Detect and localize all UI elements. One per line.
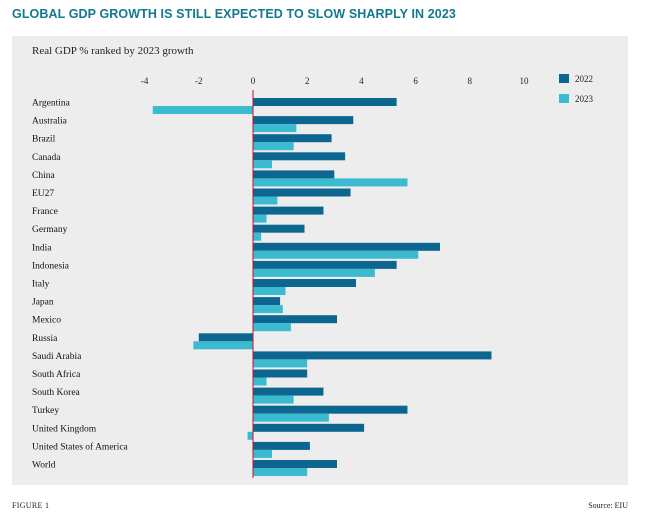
category-label: South Africa	[32, 369, 81, 380]
bar-2023	[247, 431, 253, 440]
bar-2023	[253, 142, 294, 151]
bar-2023	[253, 359, 308, 368]
category-label: Argentina	[32, 99, 71, 109]
bar-2022	[253, 387, 324, 396]
x-tick-label: -2	[195, 76, 203, 86]
category-label: World	[32, 461, 56, 471]
bar-2022	[253, 460, 338, 468]
category-label: Australia	[32, 117, 68, 127]
bar-2022	[253, 188, 351, 197]
bars	[152, 98, 492, 476]
bar-2023	[253, 305, 283, 314]
x-tick-label: 10	[520, 76, 530, 86]
bar-2022	[253, 369, 308, 378]
category-label: Japan	[32, 298, 54, 308]
x-tick-label: -4	[141, 76, 149, 86]
legend: 2022 2023	[559, 74, 594, 104]
chart-subtitle: Real GDP % ranked by 2023 growth	[32, 45, 194, 57]
bar-2023	[253, 124, 297, 133]
bar-2023	[253, 377, 267, 386]
bar-2022	[253, 441, 310, 450]
x-tick-label: 2	[305, 76, 310, 86]
category-label: United States of America	[32, 441, 129, 452]
category-label: India	[32, 243, 52, 253]
bar-2023	[253, 413, 329, 422]
bar-2023	[253, 268, 375, 277]
legend-label-2023: 2023	[575, 94, 594, 104]
category-label: China	[32, 171, 55, 181]
x-tick-label: 4	[359, 76, 364, 86]
category-label: Canada	[32, 153, 61, 163]
chart-title: GLOBAL GDP GROWTH IS STILL EXPECTED TO S…	[12, 7, 456, 21]
category-label: Italy	[32, 280, 50, 290]
bar-2022	[253, 152, 346, 161]
bar-2023	[253, 468, 308, 476]
x-tick-label: 6	[413, 76, 418, 86]
bar-2023	[253, 395, 294, 404]
bar-2022	[198, 333, 253, 342]
category-label: EU27	[32, 189, 54, 199]
category-label: Indonesia	[32, 261, 70, 271]
bar-2023	[253, 232, 262, 241]
bar-2023	[152, 106, 253, 114]
bar-2022	[253, 405, 408, 414]
category-label: South Korea	[32, 388, 81, 398]
bar-2023	[253, 160, 272, 169]
bar-2023	[193, 341, 253, 350]
legend-label-2022: 2022	[575, 74, 593, 84]
legend-swatch-2023	[559, 94, 569, 103]
bar-2023	[253, 178, 408, 187]
source-label: Source: EIU	[588, 501, 628, 510]
x-tick-label: 0	[251, 76, 256, 86]
bar-2022	[253, 224, 305, 233]
bar-2023	[253, 196, 278, 205]
bar-2022	[253, 98, 397, 106]
legend-swatch-2022	[559, 74, 569, 83]
category-label: Mexico	[32, 316, 61, 326]
category-label: United Kingdom	[32, 424, 97, 434]
bar-2023	[253, 250, 419, 259]
bar-2023	[253, 449, 272, 458]
category-label: Saudi Arabia	[32, 352, 82, 362]
bar-2022	[253, 242, 440, 251]
bar-2022	[253, 206, 324, 215]
category-label: Germany	[32, 225, 68, 235]
bar-2023	[253, 214, 267, 223]
bar-2022	[253, 423, 365, 432]
bar-2022	[253, 351, 492, 360]
bar-2022	[253, 170, 335, 179]
category-label: Brazil	[32, 135, 56, 145]
bar-2023	[253, 323, 291, 332]
category-labels: Argentina Australia Brazil Canada China EU27 F…	[32, 99, 129, 471]
bar-2022	[253, 315, 338, 324]
category-label: Russia	[32, 334, 58, 344]
bar-2022	[253, 297, 281, 306]
category-label: Turkey	[32, 406, 59, 416]
x-tick-label: 8	[468, 76, 473, 86]
bar-2022	[253, 279, 356, 287]
bar-2022	[253, 116, 354, 125]
bar-2022	[253, 134, 332, 143]
figure-label: FIGURE 1	[12, 501, 50, 510]
bar-2023	[253, 287, 286, 295]
bar-2022	[253, 260, 397, 269]
category-label: France	[32, 207, 58, 217]
x-axis-ticks: -4 -2 0 2 4 6 8 10	[141, 76, 529, 86]
